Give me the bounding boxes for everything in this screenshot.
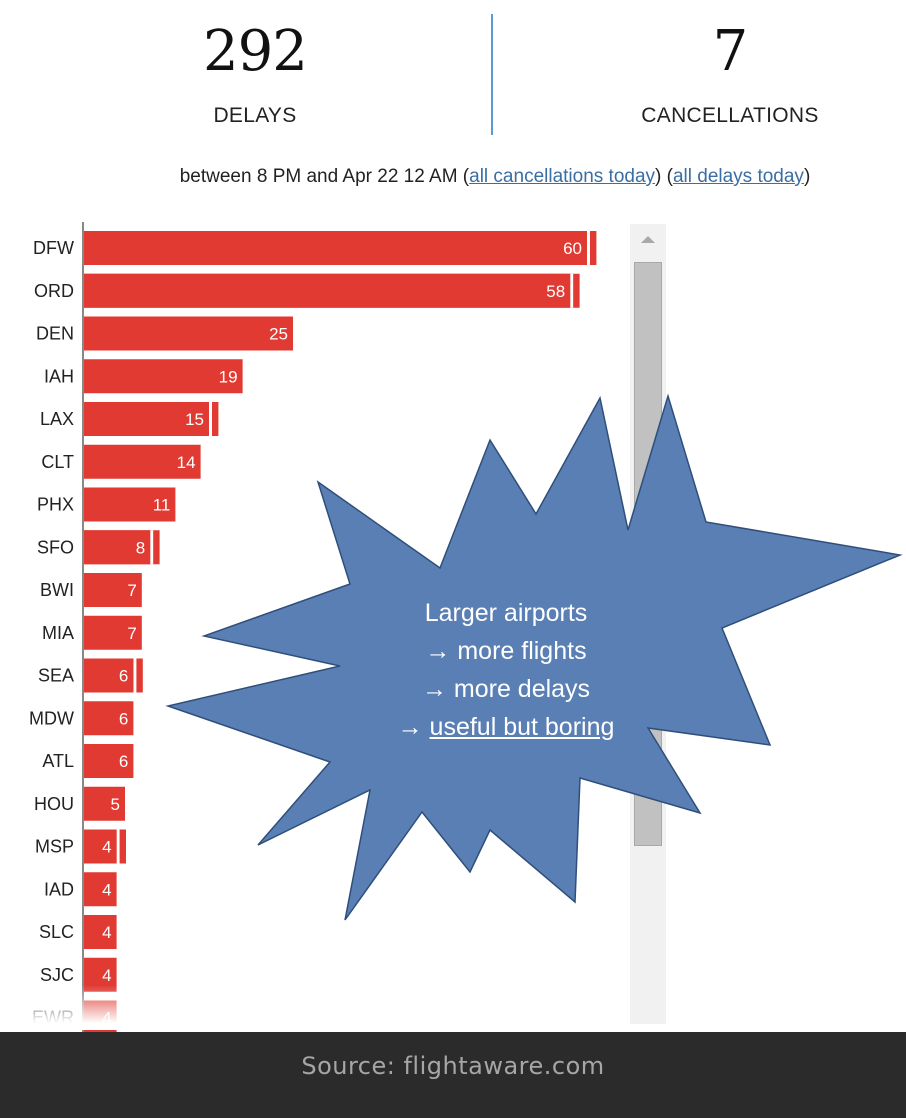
callout-line-4-arrow: → <box>397 713 430 741</box>
starburst-callout: Larger airports → more flights → more de… <box>330 594 682 746</box>
bar-iah <box>84 359 243 394</box>
value-label-hou: 5 <box>111 795 120 814</box>
category-label-clt: CLT <box>41 452 74 472</box>
cancellations-count: 7 <box>712 19 749 84</box>
bar-mdw <box>84 701 134 736</box>
all-delays-link[interactable]: all delays today <box>672 166 804 187</box>
value-label-mia: 7 <box>127 624 136 643</box>
value-label-atl: 6 <box>119 752 128 771</box>
value-label-sjc: 4 <box>102 966 111 985</box>
category-label-sfo: SFO <box>37 537 74 557</box>
bar-gap-msp <box>116 829 120 864</box>
category-label-iah: IAH <box>44 366 74 386</box>
value-label-iad: 4 <box>102 880 111 899</box>
bar-hou <box>84 786 125 821</box>
category-label-hou: HOU <box>34 794 74 814</box>
bar-gap-ord <box>570 273 574 308</box>
all-cancellations-link[interactable]: all cancellations today <box>469 166 656 187</box>
bar-mia <box>84 615 142 650</box>
callout-line-2: → more flights <box>425 637 587 665</box>
category-label-iad: IAD <box>44 879 74 899</box>
value-label-ord: 58 <box>546 282 565 301</box>
category-label-phx: PHX <box>37 495 74 515</box>
category-label-mia: MIA <box>42 623 74 643</box>
bar-sfo <box>84 530 151 565</box>
bar-gap-sea <box>133 658 137 693</box>
callout-line-4-text: useful but boring <box>429 713 615 741</box>
bar-ord <box>84 273 571 308</box>
bar-slc <box>84 915 117 949</box>
bar-gap-sfo <box>150 530 154 565</box>
value-label-phx: 11 <box>153 496 171 515</box>
category-label-ord: ORD <box>34 281 74 301</box>
cancellations-label: CANCELLATIONS <box>641 104 819 127</box>
value-label-sfo: 8 <box>136 538 145 557</box>
starburst-polygon <box>165 393 903 921</box>
value-label-iah: 19 <box>219 367 238 386</box>
category-label-den: DEN <box>36 324 74 344</box>
link-close: ) <box>803 166 811 187</box>
stat-divider <box>491 14 493 135</box>
value-label-sea: 6 <box>119 667 128 686</box>
cancellations-stat: 7 CANCELLATIONS <box>530 14 906 128</box>
bar-clt <box>84 444 201 479</box>
bar-bwi <box>84 573 142 607</box>
category-label-sjc: SJC <box>40 965 74 985</box>
bar-gap-lax <box>209 402 212 436</box>
callout-line-3: → more delays <box>421 675 591 703</box>
bar-atl <box>84 744 134 778</box>
category-label-slc: SLC <box>39 922 74 942</box>
value-label-msp: 4 <box>102 838 111 857</box>
bar-dfw <box>84 231 587 265</box>
category-label-lax: LAX <box>40 409 74 429</box>
scroll-up-button[interactable] <box>630 224 666 260</box>
bar-sea <box>84 658 134 693</box>
starburst-callout-shape <box>165 393 903 921</box>
category-label-mdw: MDW <box>29 708 74 728</box>
chart-fade-overlay <box>0 985 640 1030</box>
bar-gap-dfw <box>587 231 590 265</box>
time-range-line: between 8 PM and Apr 22 12 AM (all cance… <box>0 166 906 188</box>
footer-bar: Source: flightaware.com <box>0 1032 906 1118</box>
category-label-sea: SEA <box>38 666 74 686</box>
link-separator: ) ( <box>655 166 673 187</box>
delays-stat: 292 DELAYS <box>55 14 455 128</box>
callout-line-4: → useful but boring <box>330 708 682 746</box>
callout-line-1: Larger airports <box>424 599 588 627</box>
category-label-atl: ATL <box>42 751 74 771</box>
bar-iad <box>84 872 117 907</box>
delays-count: 292 <box>203 19 308 84</box>
value-label-lax: 15 <box>185 410 204 429</box>
value-label-clt: 14 <box>177 453 196 472</box>
value-label-mdw: 6 <box>119 709 128 728</box>
bar-phx <box>84 487 176 522</box>
value-label-den: 25 <box>269 325 288 344</box>
value-label-bwi: 7 <box>127 581 136 600</box>
delays-label: DELAYS <box>213 104 297 127</box>
triangle-up-icon <box>641 236 655 243</box>
value-label-slc: 4 <box>102 923 111 942</box>
time-range-text: between 8 PM and Apr 22 12 AM ( <box>179 166 470 187</box>
bar-lax <box>84 402 209 436</box>
bar-msp <box>84 829 117 864</box>
category-label-msp: MSP <box>35 837 74 857</box>
value-label-dfw: 60 <box>563 239 582 258</box>
category-label-dfw: DFW <box>33 238 74 258</box>
source-credit: Source: flightaware.com <box>301 1052 605 1080</box>
bar-den <box>84 316 293 351</box>
category-label-bwi: BWI <box>40 580 74 600</box>
